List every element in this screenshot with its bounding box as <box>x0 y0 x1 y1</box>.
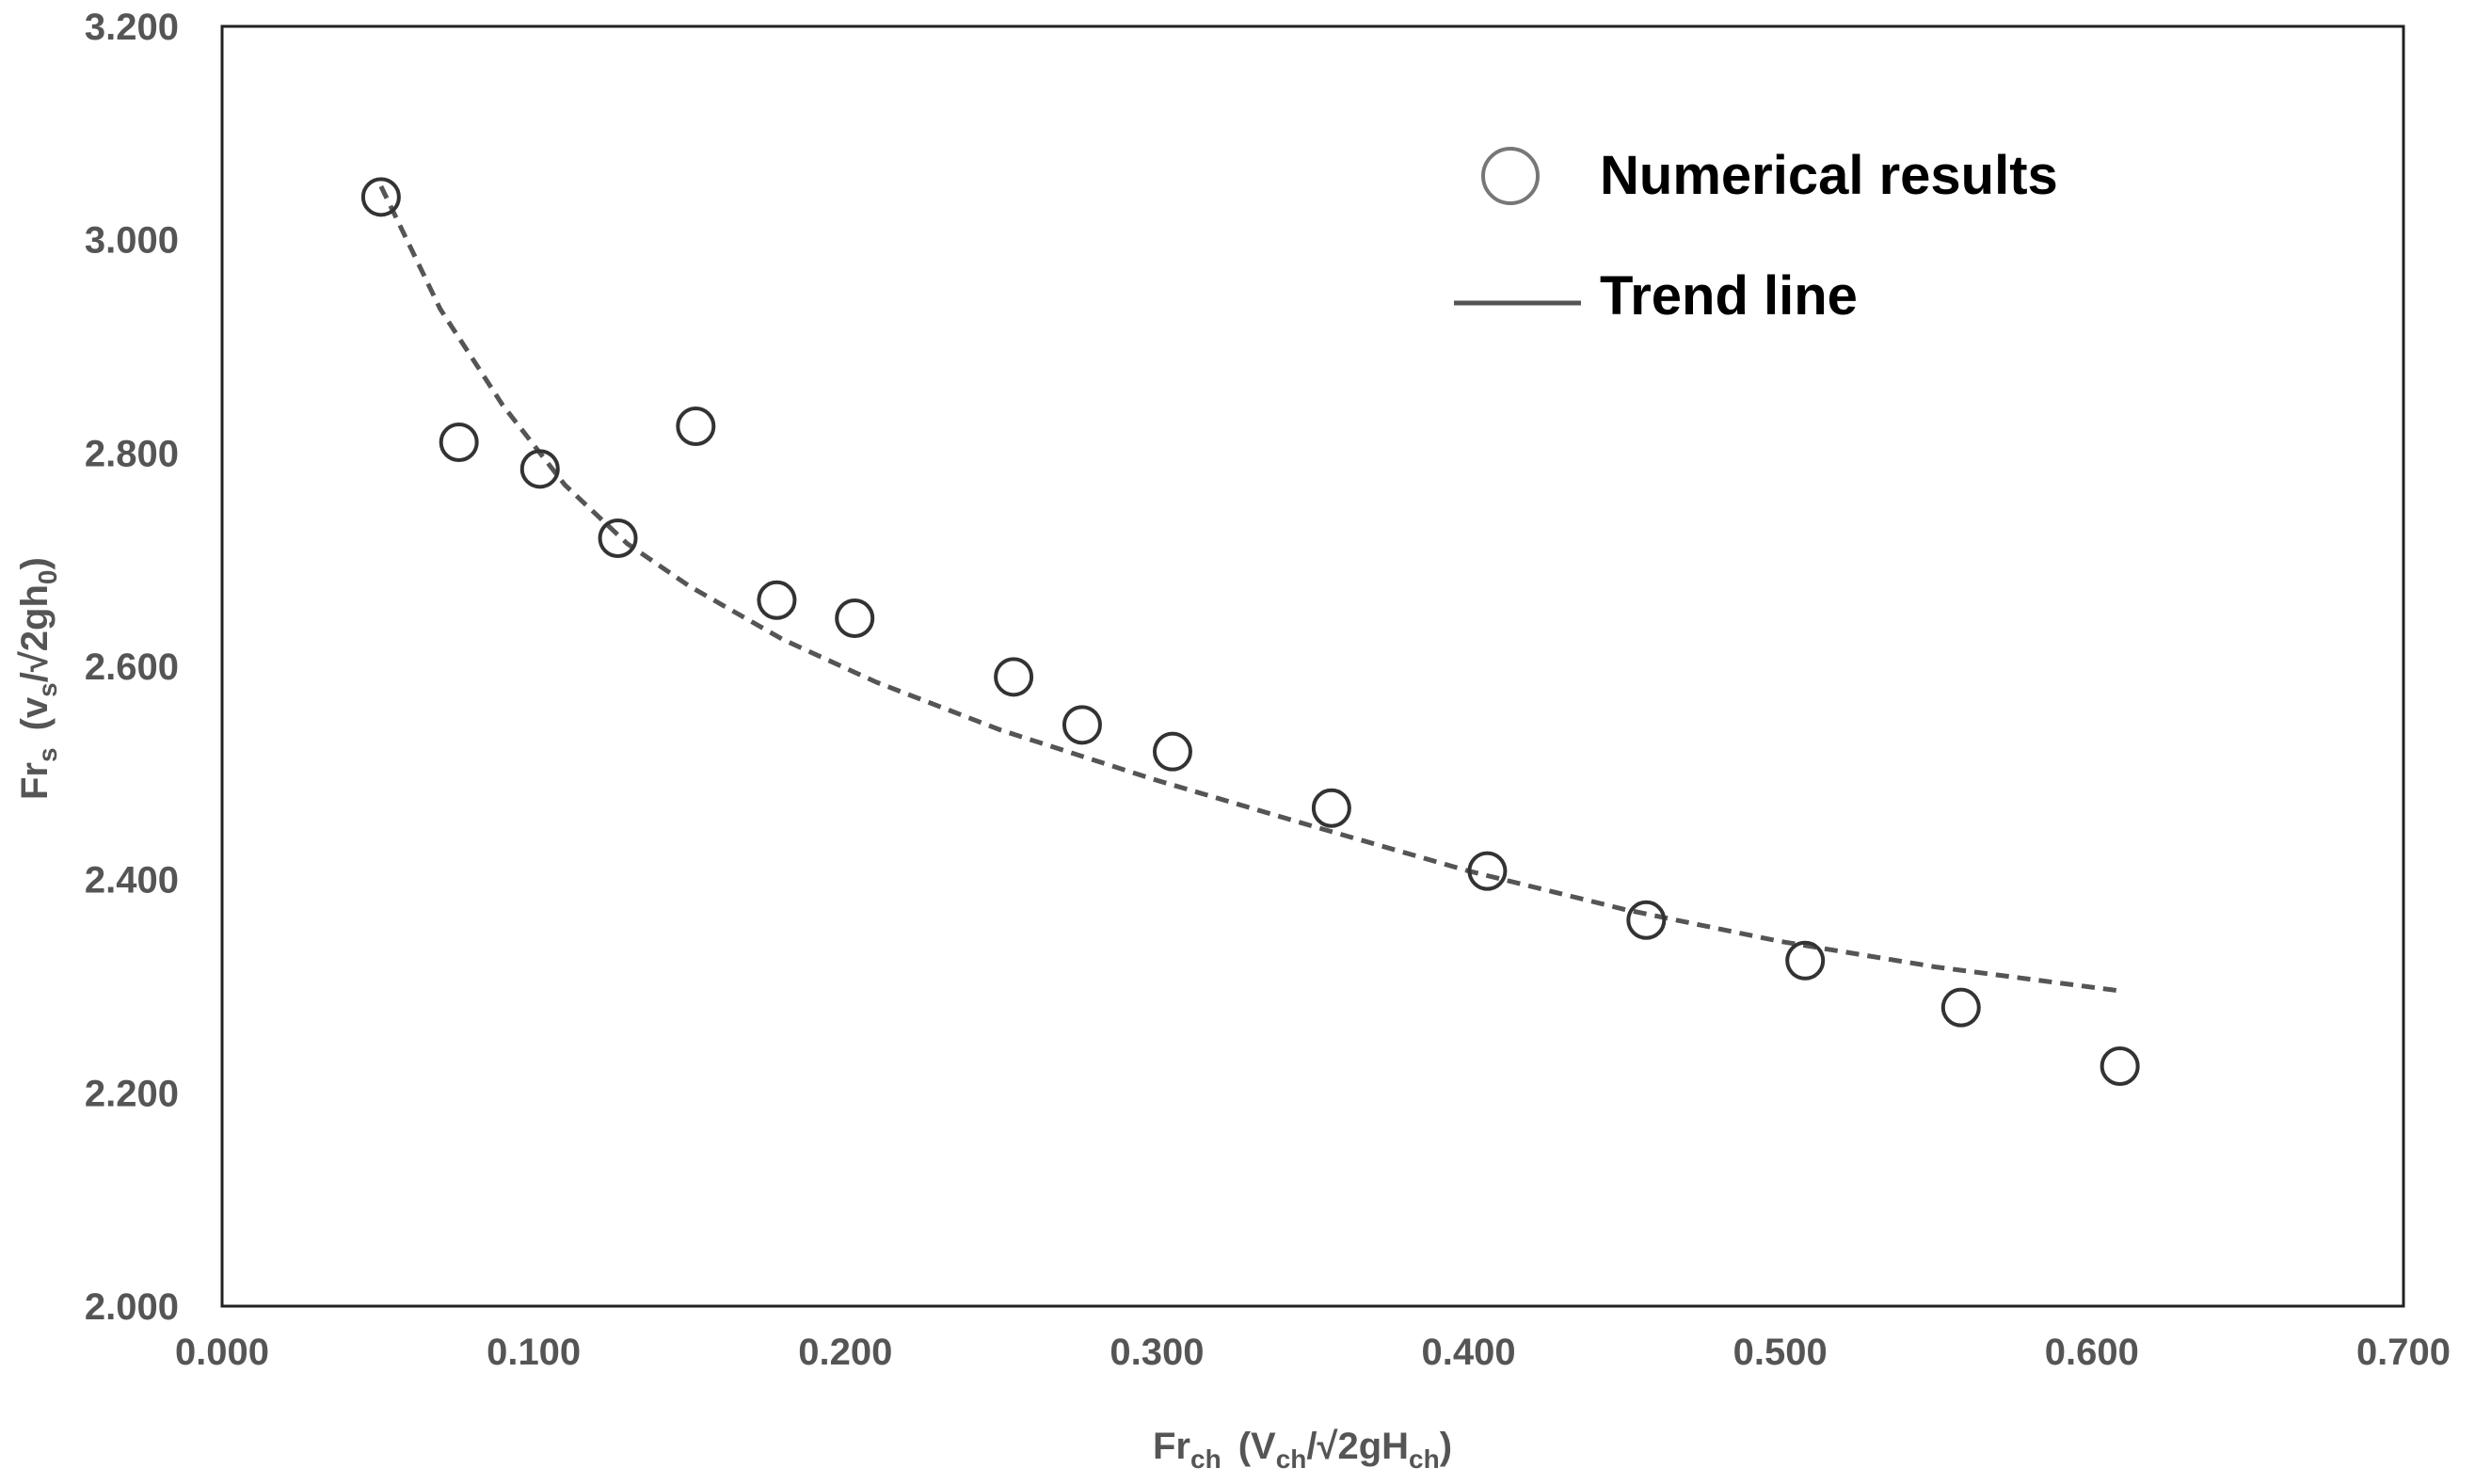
legend-label-trend-line: Trend line <box>1600 265 1858 327</box>
data-point <box>676 407 716 446</box>
y-tick-label: 2.200 <box>85 1073 179 1114</box>
plot-area <box>220 24 2405 1308</box>
x-tick-label: 0.200 <box>798 1332 892 1373</box>
data-point <box>598 519 638 558</box>
y-tick-label: 2.400 <box>85 860 179 902</box>
data-point <box>1626 900 1667 940</box>
data-point <box>757 580 797 620</box>
trend-line <box>378 184 2117 994</box>
data-point <box>1062 705 1102 745</box>
data-point <box>1311 788 1351 828</box>
data-point <box>439 423 479 462</box>
x-tick-label: 0.400 <box>1422 1332 1516 1373</box>
data-point <box>2100 1046 2140 1086</box>
data-point <box>1785 940 1826 981</box>
series-layer <box>360 177 2140 1086</box>
x-tick-label: 0.000 <box>175 1332 269 1373</box>
y-axis-ticks: 2.000 2.200 2.400 2.600 2.800 3.000 3.200 <box>85 7 179 1328</box>
y-tick-label: 2.800 <box>85 433 179 474</box>
data-point <box>835 598 875 638</box>
y-tick-label: 2.000 <box>85 1286 179 1328</box>
data-point <box>994 657 1034 697</box>
x-axis-ticks: 0.000 0.100 0.200 0.300 0.400 0.500 0.600 0.700 <box>175 1332 2451 1373</box>
y-axis-title: Frs(vs/√2gh0) <box>14 557 62 800</box>
data-point <box>519 449 560 489</box>
data-point <box>1940 987 1981 1028</box>
x-tick-label: 0.700 <box>2356 1332 2451 1373</box>
legend-label-numerical-results: Numerical results <box>1600 145 2058 206</box>
y-tick-label: 3.200 <box>85 7 179 48</box>
x-tick-label: 0.100 <box>487 1332 581 1373</box>
data-point <box>1152 731 1192 772</box>
legend-marker-numerical-results <box>1481 147 1540 205</box>
y-tick-label: 2.600 <box>85 646 179 688</box>
x-tick-label: 0.600 <box>2045 1332 2139 1373</box>
y-tick-label: 3.000 <box>85 220 179 262</box>
x-tick-label: 0.500 <box>1733 1332 1828 1373</box>
data-point <box>1467 851 1508 891</box>
data-point <box>360 177 401 217</box>
x-tick-label: 0.300 <box>1110 1332 1204 1373</box>
legend: Numerical results Trend line <box>1454 145 2058 327</box>
x-axis-title: Frch (Vch/√2gHch) <box>1153 1426 1452 1474</box>
